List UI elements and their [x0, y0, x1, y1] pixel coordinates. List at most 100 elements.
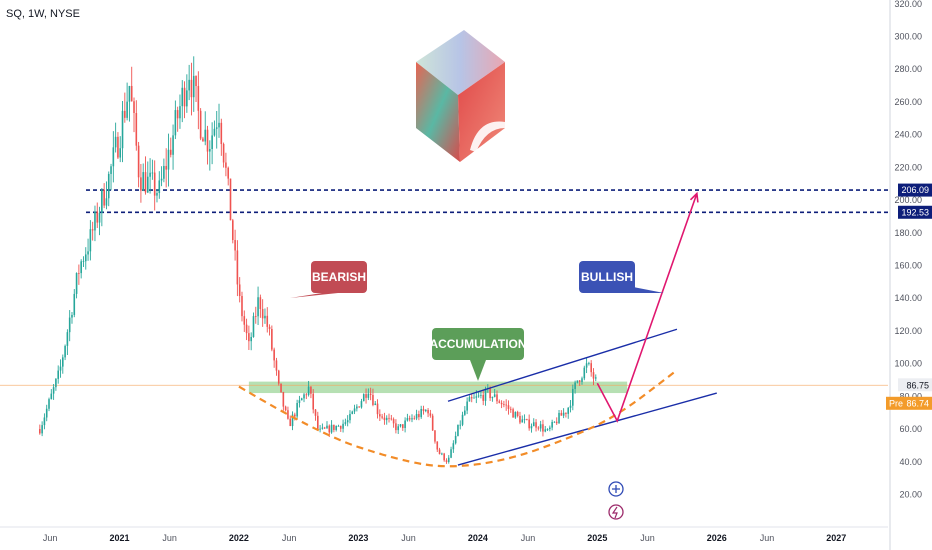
- candle-body: [537, 427, 540, 429]
- candle-body: [351, 411, 354, 414]
- y-tick-label: 160.00: [894, 260, 922, 270]
- candle-body: [252, 316, 255, 337]
- candle-body: [560, 412, 563, 416]
- layer-callouts: BEARISH ACCUMULATION BULLISH: [290, 261, 664, 381]
- candle-body: [192, 75, 195, 98]
- candle-body: [174, 110, 177, 136]
- candle-body: [222, 144, 225, 163]
- candle-body: [294, 414, 296, 417]
- candle-body: [179, 106, 181, 119]
- y-tick-label: 220.00: [894, 162, 922, 172]
- candle-body: [78, 273, 80, 274]
- level-tag-1-bg: [898, 205, 932, 219]
- candle-body: [169, 149, 172, 155]
- candle-body: [130, 85, 133, 102]
- candle-body: [360, 401, 363, 408]
- y-tick-label: 180.00: [894, 228, 922, 238]
- y-tick-label: 280.00: [894, 64, 922, 74]
- callout-box: [432, 328, 524, 360]
- candle-body: [316, 415, 319, 429]
- candle-body: [268, 326, 271, 329]
- candle-body: [498, 401, 501, 403]
- candle-body: [562, 412, 565, 416]
- candle-body: [234, 239, 236, 251]
- candle-body: [55, 378, 57, 388]
- candle-body: [121, 110, 124, 149]
- candle-body: [542, 424, 544, 432]
- candle-body: [188, 79, 190, 91]
- candle-body: [507, 405, 510, 409]
- candle-body: [558, 412, 560, 424]
- candle-body: [181, 87, 184, 107]
- candle-body: [539, 424, 542, 429]
- candle-body: [356, 406, 358, 409]
- candle-body: [243, 316, 246, 325]
- candle-body: [211, 135, 213, 150]
- candle-body: [289, 418, 292, 427]
- candle-body: [427, 410, 429, 414]
- candle-body: [411, 418, 413, 420]
- candle-body: [266, 315, 269, 327]
- y-tick-label: 140.00: [894, 293, 922, 303]
- candle-body: [190, 79, 193, 98]
- event-plus-glyph: [612, 485, 620, 493]
- candle-body: [236, 250, 239, 285]
- candle-body: [404, 420, 406, 428]
- layer-accumulation-zone: [248, 381, 628, 394]
- candle-body: [107, 173, 110, 199]
- x-tick-label: 2022: [229, 533, 249, 543]
- candle-body: [321, 427, 324, 429]
- candle-body: [176, 110, 179, 119]
- candle-body: [50, 393, 53, 400]
- candle-body: [500, 402, 503, 405]
- candle-body: [424, 410, 427, 412]
- candle-body: [362, 394, 365, 402]
- candle-body: [98, 212, 101, 223]
- candle-body: [245, 324, 248, 334]
- candle-body: [429, 413, 432, 416]
- y-tick-label: 320.00: [894, 0, 922, 9]
- candle-body: [574, 382, 576, 389]
- candle-body: [395, 423, 397, 431]
- candle-body: [84, 254, 87, 262]
- candle-body: [381, 416, 383, 418]
- layer-icons: [608, 481, 624, 520]
- candle-body: [110, 166, 112, 174]
- candle-body: [496, 394, 498, 402]
- x-tick-label: 2025: [587, 533, 607, 543]
- candle-body: [406, 418, 409, 421]
- candle-body: [312, 393, 315, 410]
- x-tick-label: Jun: [162, 533, 177, 543]
- candle-body: [445, 460, 448, 463]
- candle-body: [461, 414, 464, 425]
- candle-body: [151, 172, 154, 174]
- candle-body: [59, 366, 62, 371]
- candle-body: [438, 449, 441, 455]
- candle-body: [521, 419, 524, 423]
- candle-body: [470, 397, 473, 399]
- candle-body: [583, 367, 586, 379]
- candle-body: [402, 424, 404, 428]
- candle-body: [254, 316, 257, 317]
- candle-body: [491, 396, 494, 399]
- candle-body: [149, 172, 151, 177]
- projection-arrow-head: [689, 191, 699, 203]
- candle-body: [328, 425, 331, 433]
- event-earnings-icon: [608, 504, 624, 520]
- candle-body: [330, 424, 333, 433]
- candle-body: [346, 420, 349, 423]
- y-tick-label: 60.00: [899, 424, 922, 434]
- callout-tail: [290, 293, 338, 298]
- candle-body: [153, 172, 156, 196]
- candle-body: [135, 112, 138, 146]
- candle-body: [66, 332, 69, 346]
- candle-body: [282, 392, 285, 407]
- candle-body: [516, 411, 519, 416]
- candle-body: [227, 167, 230, 179]
- candle-body: [202, 138, 204, 142]
- candle-body: [52, 387, 55, 394]
- logo-top-face: [416, 30, 505, 95]
- candle-body: [296, 402, 298, 417]
- layer-logo: [416, 30, 505, 162]
- pre-market-tag-bg: [886, 396, 932, 410]
